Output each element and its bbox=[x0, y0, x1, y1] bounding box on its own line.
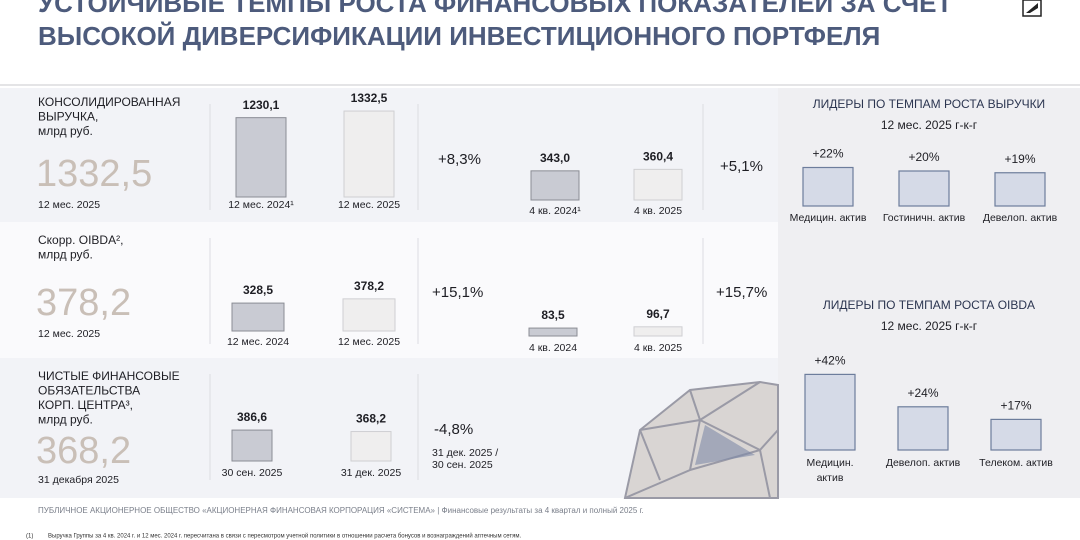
category-label: Телеком. актив bbox=[979, 457, 1053, 469]
logo bbox=[1022, 0, 1042, 17]
value-label: +22% bbox=[812, 147, 843, 161]
row-total: 1332,5 bbox=[36, 153, 152, 195]
row-label: ЧИСТЫЕ ФИНАНСОВЫЕ bbox=[38, 369, 180, 383]
category-label: 4 кв. 2024 bbox=[529, 342, 577, 354]
row-total: 378,2 bbox=[36, 282, 131, 324]
category-label: Медицин. bbox=[806, 457, 853, 469]
change-note: 31 дек. 2025 / bbox=[432, 447, 498, 459]
row-label: млрд руб. bbox=[38, 248, 93, 262]
bar bbox=[633, 168, 683, 201]
bar bbox=[530, 170, 580, 201]
row-label: млрд руб. bbox=[38, 124, 93, 138]
title: УСТОЙЧИВЫЕ ТЕМПЫ РОСТА ФИНАНСОВЫХ ПОКАЗА… bbox=[38, 0, 952, 18]
row-total: 368,2 bbox=[36, 430, 131, 472]
category-label: Медицин. актив bbox=[790, 212, 867, 224]
bar bbox=[633, 326, 683, 337]
change-note: 30 сен. 2025 bbox=[432, 459, 493, 471]
bar bbox=[343, 110, 395, 198]
value-label: 360,4 bbox=[643, 150, 673, 164]
category-label: 12 мес. 2025 bbox=[338, 336, 400, 348]
change: +8,3% bbox=[438, 151, 481, 168]
value-label: 368,2 bbox=[356, 412, 386, 426]
value-label: 343,0 bbox=[540, 151, 570, 165]
panel-title: ЛИДЕРЫ ПО ТЕМПАМ РОСТА OIBDA bbox=[823, 298, 1035, 312]
category-label: Гостиничн. актив bbox=[883, 212, 966, 224]
row-period: 12 мес. 2025 bbox=[38, 328, 100, 340]
row-period: 12 мес. 2025 bbox=[38, 199, 100, 211]
value-label: 328,5 bbox=[243, 283, 273, 297]
category-label: 31 дек. 2025 bbox=[341, 467, 402, 479]
value-label: 1230,1 bbox=[243, 98, 280, 112]
bar bbox=[802, 166, 854, 207]
value-label: +20% bbox=[908, 150, 939, 164]
category-label: 12 мес. 2025 bbox=[338, 199, 400, 211]
category-label: 12 мес. 2024 bbox=[227, 336, 289, 348]
row-label: млрд руб. bbox=[38, 413, 93, 427]
panel-subtitle: 12 мес. 2025 г-к-г bbox=[881, 319, 978, 333]
category-label: 4 кв. 2025 bbox=[634, 205, 682, 217]
category-label: 4 кв. 2024¹ bbox=[529, 205, 581, 217]
row-period: 31 декабря 2025 bbox=[38, 474, 119, 486]
row-label: ВЫРУЧКА, bbox=[38, 110, 98, 124]
category-label: 30 сен. 2025 bbox=[222, 467, 283, 479]
title: ВЫСОКОЙ ДИВЕРСИФИКАЦИИ ИНВЕСТИЦИОННОГО П… bbox=[38, 21, 880, 51]
sphere-decoration bbox=[623, 380, 779, 499]
footnote-marker: (1) bbox=[26, 534, 33, 540]
row-label: ОБЯЗАТЕЛЬСТВА bbox=[38, 384, 140, 398]
category-label: Девелоп. актив bbox=[983, 212, 1058, 224]
bar bbox=[528, 327, 578, 337]
bar bbox=[897, 406, 949, 451]
category-label: актив bbox=[817, 472, 844, 484]
row-label: КОНСОЛИДИРОВАННАЯ bbox=[38, 95, 180, 109]
value-label: 83,5 bbox=[541, 308, 565, 322]
bar bbox=[231, 302, 285, 332]
value-label: 96,7 bbox=[646, 307, 670, 321]
row-label: Скорр. OIBDA², bbox=[38, 233, 123, 247]
category-label: 4 кв. 2025 bbox=[634, 342, 682, 354]
row-label: КОРП. ЦЕНТРА³, bbox=[38, 398, 133, 412]
bar bbox=[898, 170, 950, 207]
bar bbox=[994, 172, 1046, 207]
value-label: 386,6 bbox=[237, 410, 267, 424]
footnote: Выручка Группы за 4 кв. 2024 г. и 12 мес… bbox=[48, 533, 522, 540]
bar bbox=[231, 429, 273, 462]
category-label: Девелоп. актив bbox=[886, 457, 961, 469]
change: +5,1% bbox=[720, 158, 763, 175]
panel-subtitle: 12 мес. 2025 г-к-г bbox=[881, 118, 978, 132]
change: -4,8% bbox=[434, 421, 473, 438]
category-label: 12 мес. 2024¹ bbox=[228, 199, 294, 211]
bar bbox=[350, 431, 392, 462]
change: +15,1% bbox=[432, 284, 483, 301]
bar bbox=[342, 298, 396, 332]
value-label: +24% bbox=[907, 386, 938, 400]
panel-title: ЛИДЕРЫ ПО ТЕМПАМ РОСТА ВЫРУЧКИ bbox=[813, 97, 1045, 111]
value-label: +42% bbox=[814, 354, 845, 368]
value-label: 1332,5 bbox=[351, 91, 388, 105]
bar bbox=[804, 373, 856, 451]
value-label: +17% bbox=[1000, 399, 1031, 413]
value-label: 378,2 bbox=[354, 279, 384, 293]
bar bbox=[990, 418, 1042, 451]
value-label: +19% bbox=[1004, 152, 1035, 166]
bar bbox=[235, 117, 287, 198]
change: +15,7% bbox=[716, 284, 767, 301]
footer: ПУБЛИЧНОЕ АКЦИОНЕРНОЕ ОБЩЕСТВО «АКЦИОНЕР… bbox=[38, 506, 644, 515]
